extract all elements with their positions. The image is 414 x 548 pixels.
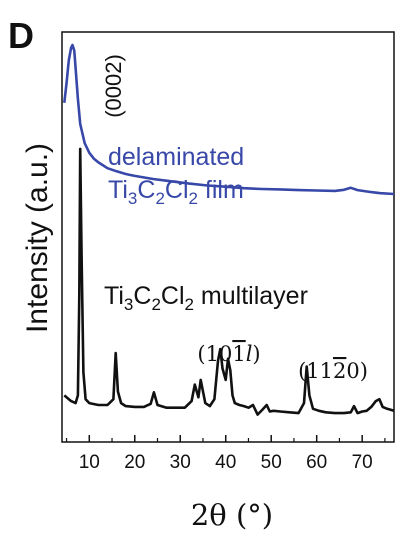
series-layer [63, 43, 395, 416]
x-tick-label: 20 [124, 452, 145, 473]
annotation-0002: (0002) [101, 54, 126, 118]
x-tick-label: 40 [215, 452, 236, 473]
film-label-line2: Ti3C2Cl2 film [108, 176, 244, 208]
x-tick-label: 10 [79, 452, 100, 473]
y-axis-label: Intensity (a.u.) [21, 143, 54, 333]
annotation-101l: (101l) [197, 342, 260, 366]
series-line-delaminated-film [63, 43, 395, 196]
x-tick-label: 50 [261, 452, 282, 473]
panel-label: D [8, 15, 34, 56]
x-tick-label: 60 [306, 452, 327, 473]
annotation-1120: (1120) [298, 359, 368, 383]
film-label: delaminated Ti3C2Cl2 film [108, 143, 244, 208]
series-line-multilayer [63, 147, 395, 416]
plot-area: 10 20 30 40 50 60 70 [61, 31, 395, 473]
x-axis-label: 2θ (°) [191, 498, 273, 532]
x-tick-label: 30 [170, 452, 191, 473]
film-label-line1: delaminated [108, 143, 244, 171]
multilayer-label-text: Ti3C2Cl2 multilayer [104, 282, 308, 314]
x-tick-label: 70 [352, 452, 373, 473]
plot-frame [61, 31, 395, 443]
multilayer-label: Ti3C2Cl2 multilayer [104, 282, 308, 314]
x-axis-ticks: 10 20 30 40 50 60 70 [65, 435, 386, 473]
